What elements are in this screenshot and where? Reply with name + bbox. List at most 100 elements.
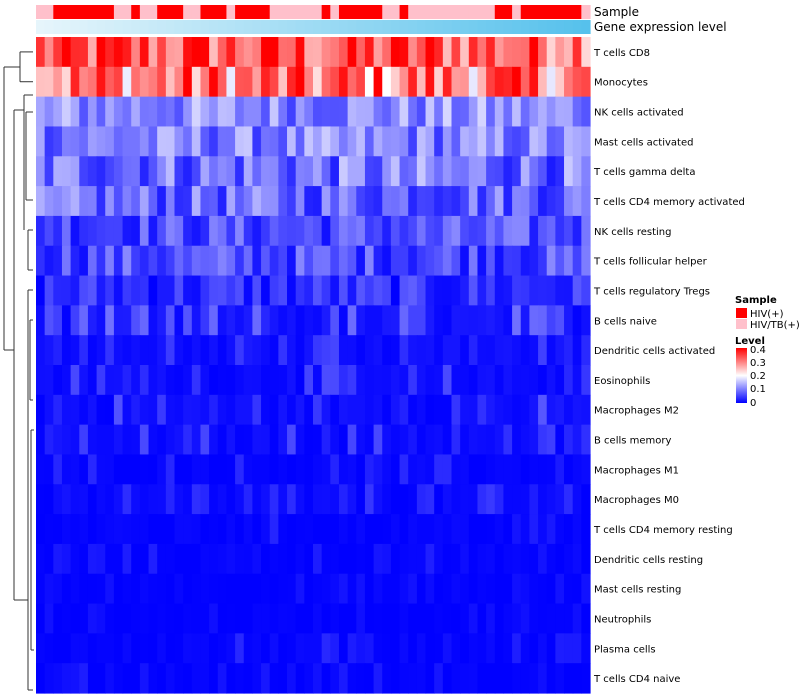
heatmap-cell <box>96 484 106 515</box>
row-label: B cells memory <box>594 436 671 447</box>
heatmap-cell <box>503 156 513 187</box>
heatmap-cell <box>494 305 505 336</box>
heatmap-cell <box>217 543 228 575</box>
heatmap-cell <box>460 126 470 157</box>
heatmap-cell <box>278 96 288 128</box>
heatmap-cell <box>486 603 496 634</box>
heatmap-cell <box>512 394 522 426</box>
heatmap-cell <box>581 245 591 277</box>
heatmap-cell <box>347 603 357 634</box>
heatmap-cell <box>572 424 582 456</box>
sample-annotation-cell <box>157 5 167 19</box>
heatmap-cell <box>61 514 72 545</box>
heatmap-cell <box>131 37 141 68</box>
heatmap-cell <box>512 305 522 336</box>
heatmap-cell <box>226 66 236 98</box>
heatmap-cell <box>572 126 582 157</box>
heatmap-cell <box>243 514 254 545</box>
sample-annotation-cell <box>105 5 115 19</box>
heatmap-cell <box>364 156 375 187</box>
heatmap-cell <box>416 394 427 426</box>
heatmap-cell <box>494 663 505 694</box>
heatmap-cell <box>564 96 574 128</box>
heatmap-cell <box>321 215 331 247</box>
heatmap-cell <box>269 66 279 98</box>
heatmap-cell <box>131 543 141 575</box>
heatmap-cell <box>442 335 453 366</box>
heatmap-cell <box>356 126 366 157</box>
sample-annotation-cell <box>36 5 46 19</box>
expression-annotation-cell <box>564 20 574 34</box>
heatmap-cell <box>165 305 176 336</box>
heatmap-cell <box>174 603 184 634</box>
heatmap-cell <box>87 454 98 485</box>
expression-annotation-cell <box>520 20 531 34</box>
heatmap-cell <box>79 156 89 187</box>
heatmap-cell <box>243 96 254 128</box>
heatmap-cell <box>287 156 297 187</box>
sample-annotation-cell <box>295 5 305 19</box>
heatmap-cell <box>503 126 513 157</box>
sample-annotation-cell <box>87 5 98 19</box>
heatmap-cell <box>503 305 513 336</box>
expression-annotation-cell <box>122 20 132 34</box>
heatmap-cell <box>235 66 245 98</box>
heatmap-cell <box>139 543 150 575</box>
heatmap-cell <box>477 215 487 247</box>
heatmap-cell <box>364 335 375 366</box>
heatmap-cell <box>200 633 210 664</box>
heatmap-cell <box>295 603 305 634</box>
heatmap-cell <box>131 454 141 485</box>
heatmap-cell <box>564 215 574 247</box>
heatmap-cell <box>36 215 46 247</box>
heatmap-cell <box>486 454 496 485</box>
heatmap-cell <box>321 37 331 68</box>
heatmap-cell <box>191 573 202 605</box>
heatmap-cell <box>79 186 89 217</box>
heatmap-cell <box>139 633 150 664</box>
heatmap-cell <box>200 454 210 485</box>
expression-annotation-cell <box>338 20 349 34</box>
heatmap-cell <box>304 543 314 575</box>
expression-annotation-cell <box>105 20 115 34</box>
heatmap-cell <box>538 305 548 336</box>
heatmap-cell <box>174 305 184 336</box>
heatmap-cell <box>113 186 124 217</box>
expression-annotation-cell <box>356 20 366 34</box>
heatmap-cell <box>36 186 46 217</box>
heatmap-cell <box>113 454 124 485</box>
heatmap-cell <box>408 514 418 545</box>
heatmap-cell <box>468 215 479 247</box>
heatmap-cell <box>434 126 444 157</box>
heatmap-cell <box>408 37 418 68</box>
heatmap-cell <box>295 454 305 485</box>
heatmap-cell <box>269 454 279 485</box>
heatmap-cell <box>131 275 141 306</box>
heatmap-cell <box>460 96 470 128</box>
heatmap-cell <box>338 543 349 575</box>
heatmap-cell <box>113 66 124 98</box>
heatmap-cell <box>538 37 548 68</box>
heatmap-cell <box>338 454 349 485</box>
legend-sample: Sample HIV(+) HIV/TB(+) <box>735 295 800 331</box>
expression-annotation-cell <box>512 20 522 34</box>
heatmap-cell <box>287 424 297 456</box>
heatmap-cell <box>183 543 193 575</box>
heatmap-cell <box>338 215 349 247</box>
heatmap-cell <box>529 66 539 98</box>
heatmap-cell <box>572 96 582 128</box>
heatmap-cell <box>113 424 124 456</box>
heatmap-cell <box>503 245 513 277</box>
heatmap-cell <box>364 573 375 605</box>
expression-annotation-cell <box>468 20 479 34</box>
heatmap-cell <box>261 66 271 98</box>
heatmap-cell <box>382 245 392 277</box>
heatmap-cell <box>460 37 470 68</box>
heatmap-cell <box>564 633 574 664</box>
heatmap-cell <box>243 484 254 515</box>
heatmap-cell <box>87 335 98 366</box>
heatmap-cell <box>477 663 487 694</box>
heatmap-cell <box>53 663 63 694</box>
heatmap-cell <box>131 156 141 187</box>
heatmap-cell <box>79 275 89 306</box>
